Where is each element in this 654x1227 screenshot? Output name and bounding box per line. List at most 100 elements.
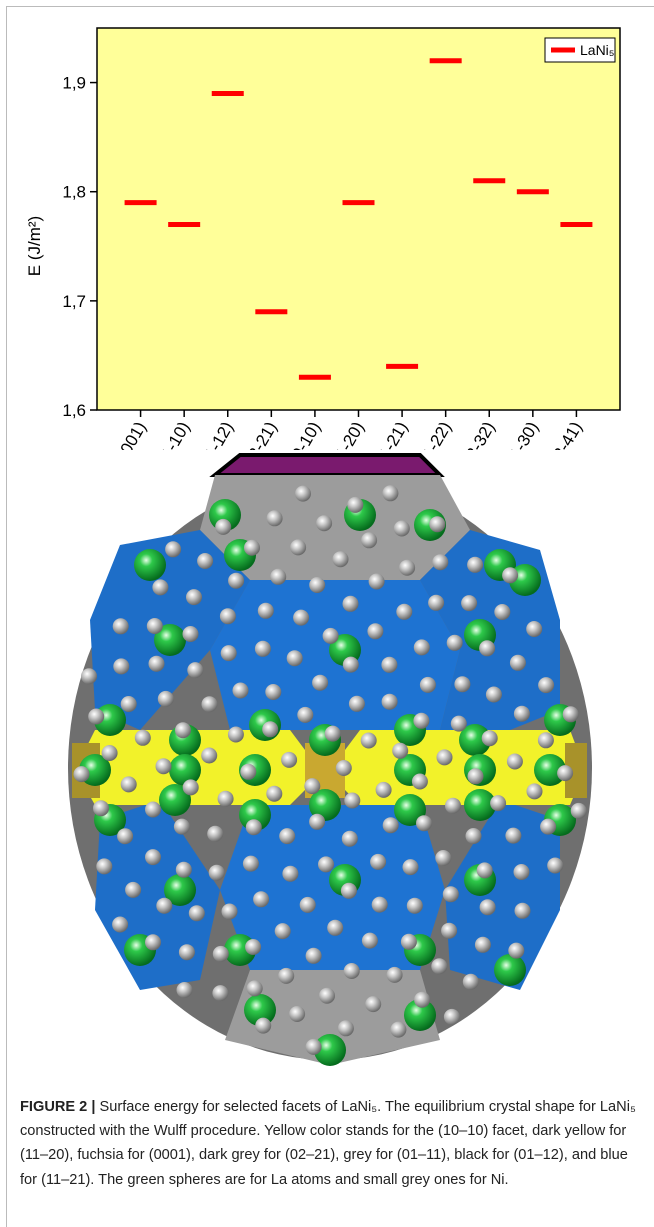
ni-atom bbox=[479, 640, 495, 656]
chart: E (J/m²) 1,61,71,81,9(0001)(01-10)(01-12… bbox=[0, 0, 654, 450]
ni-atom bbox=[414, 639, 430, 655]
ni-atom bbox=[189, 905, 205, 921]
ni-atom bbox=[209, 865, 225, 881]
ni-atom bbox=[361, 733, 377, 749]
ni-atom bbox=[435, 850, 451, 866]
ni-atom bbox=[480, 899, 496, 915]
ni-atom bbox=[215, 519, 231, 535]
ni-atom bbox=[444, 1009, 460, 1025]
ni-atom bbox=[447, 635, 463, 651]
plot-background bbox=[97, 28, 620, 410]
ni-atom bbox=[213, 946, 229, 962]
ni-atom bbox=[245, 939, 261, 955]
ni-atom bbox=[383, 817, 399, 833]
ni-atom bbox=[461, 595, 477, 611]
ni-atom bbox=[527, 783, 543, 799]
ni-atom bbox=[158, 691, 174, 707]
ni-atom bbox=[113, 658, 129, 674]
ni-atom bbox=[243, 856, 259, 872]
ni-atom bbox=[349, 696, 365, 712]
ni-atom bbox=[246, 819, 262, 835]
ni-atom bbox=[515, 903, 531, 919]
ni-atom bbox=[281, 752, 297, 768]
ni-atom bbox=[514, 864, 530, 880]
ni-atom bbox=[361, 532, 377, 548]
ni-atom bbox=[323, 628, 339, 644]
ni-atom bbox=[220, 608, 236, 624]
ni-atom bbox=[510, 655, 526, 671]
ni-atom bbox=[416, 815, 432, 831]
ni-atom bbox=[372, 897, 388, 913]
ni-atom bbox=[279, 828, 295, 844]
ni-atom bbox=[403, 859, 419, 875]
ni-atom bbox=[102, 745, 118, 761]
ni-atom bbox=[394, 521, 410, 537]
ni-atom bbox=[369, 574, 385, 590]
ni-atom bbox=[88, 709, 104, 725]
ni-atom bbox=[318, 856, 334, 872]
ni-atom bbox=[300, 897, 316, 913]
ni-atom bbox=[428, 595, 444, 611]
ni-atom bbox=[382, 694, 398, 710]
ni-atom bbox=[186, 589, 202, 605]
ni-atom bbox=[563, 706, 579, 722]
ni-atom bbox=[505, 828, 521, 844]
x-tick-label: (11-21) bbox=[368, 419, 411, 451]
y-tick-label: 1,9 bbox=[62, 74, 86, 93]
ni-atom bbox=[344, 793, 360, 809]
ni-atom bbox=[174, 819, 190, 835]
ni-atom bbox=[376, 782, 392, 798]
ni-atom bbox=[547, 858, 563, 874]
ni-atom bbox=[429, 516, 445, 532]
ni-atom bbox=[207, 826, 223, 842]
ni-atom bbox=[399, 560, 415, 576]
ni-atom bbox=[304, 778, 320, 794]
ni-atom bbox=[228, 727, 244, 743]
x-tick-label: (0001) bbox=[109, 419, 150, 451]
ni-atom bbox=[93, 800, 109, 816]
ni-atom bbox=[145, 934, 161, 950]
ni-atom bbox=[333, 551, 349, 567]
la-atom bbox=[169, 754, 201, 786]
ni-atom bbox=[468, 768, 484, 784]
ni-atom bbox=[482, 730, 498, 746]
ni-atom bbox=[319, 988, 335, 1004]
ni-atom bbox=[309, 814, 325, 830]
ni-atom bbox=[467, 557, 483, 573]
ni-atom bbox=[74, 766, 90, 782]
ni-atom bbox=[396, 604, 412, 620]
ni-atom bbox=[113, 618, 129, 634]
ni-atom bbox=[538, 677, 554, 693]
ni-atom bbox=[255, 1018, 271, 1034]
x-tick-label: (02-21) bbox=[237, 419, 281, 451]
ni-atom bbox=[117, 828, 133, 844]
ni-atom bbox=[265, 684, 281, 700]
la-atom bbox=[494, 954, 526, 986]
ni-atom bbox=[381, 657, 397, 673]
ni-atom bbox=[275, 923, 291, 939]
ni-atom bbox=[240, 764, 256, 780]
ni-atom bbox=[571, 803, 587, 819]
ni-atom bbox=[507, 754, 523, 770]
ni-atom bbox=[420, 677, 436, 693]
ni-atom bbox=[454, 676, 470, 692]
ni-atom bbox=[347, 497, 363, 513]
ni-atom bbox=[267, 510, 283, 526]
ni-atom bbox=[135, 730, 151, 746]
ni-atom bbox=[451, 716, 467, 732]
ni-atom bbox=[121, 696, 137, 712]
ni-atom bbox=[413, 713, 429, 729]
ni-atom bbox=[401, 934, 417, 950]
ni-atom bbox=[526, 621, 542, 637]
ni-atom bbox=[183, 779, 199, 795]
ni-atom bbox=[494, 604, 510, 620]
legend-label: LaNi₅ bbox=[580, 42, 614, 58]
ni-atom bbox=[258, 603, 274, 619]
y-tick-label: 1,8 bbox=[62, 183, 86, 202]
ni-atom bbox=[175, 722, 191, 738]
x-tick-label: (12-32) bbox=[455, 419, 499, 451]
ni-atom bbox=[221, 645, 237, 661]
ni-atom bbox=[362, 933, 378, 949]
ni-atom bbox=[293, 610, 309, 626]
ni-atom bbox=[222, 904, 238, 920]
